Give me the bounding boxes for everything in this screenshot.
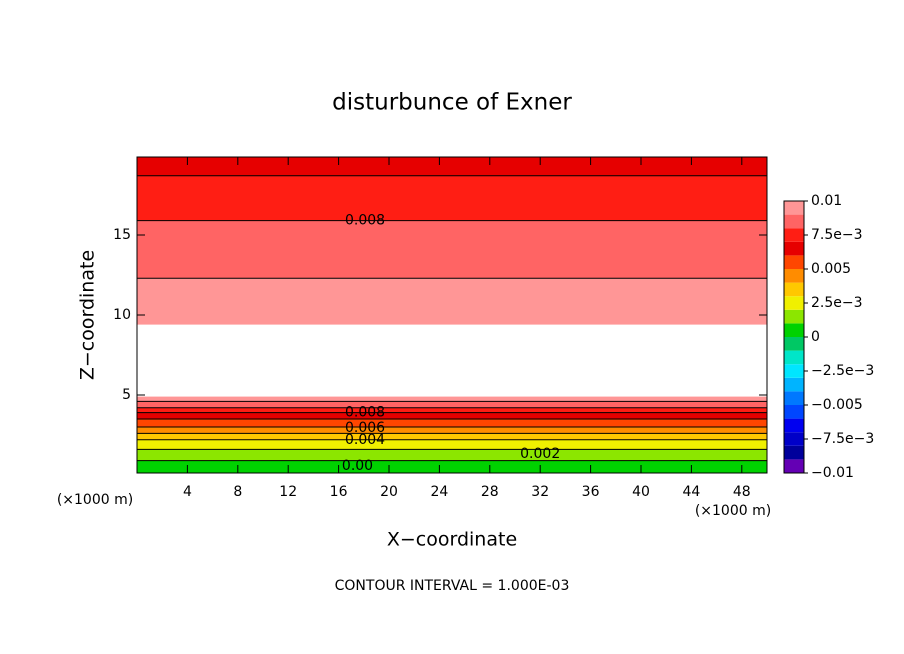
colorbar-tick-label: 2.5e−3 — [811, 295, 863, 311]
x-tick-label: 48 — [733, 484, 751, 500]
colorbar-band — [784, 337, 804, 351]
x-tick-label: 24 — [430, 484, 448, 500]
colorbar-tick-label: −2.5e−3 — [811, 363, 874, 379]
x-tick-label: 44 — [682, 484, 700, 500]
colorbar-band — [784, 459, 804, 473]
y-tick-label: 15 — [113, 227, 131, 243]
contour-region — [137, 396, 767, 402]
colorbar-band — [784, 269, 804, 283]
colorbar-band — [784, 282, 804, 297]
colorbar-band — [784, 377, 804, 392]
contour-label: 0.002 — [520, 446, 560, 462]
colorbar-band — [784, 241, 804, 256]
colorbar-band — [784, 432, 804, 446]
contour-label: 0.006 — [345, 420, 385, 436]
y-tick-label: 10 — [113, 307, 131, 323]
contour-region — [137, 278, 767, 325]
y-unit: (×1000 m) — [57, 492, 133, 508]
y-axis-label: Z−coordinate — [77, 250, 99, 380]
colorbar-tick-label: 0.01 — [811, 193, 842, 209]
colorbar-band — [784, 255, 804, 269]
contour-region — [137, 175, 767, 221]
contour-region — [137, 407, 767, 413]
colorbar-band — [784, 350, 804, 365]
colorbar-tick-label: 0.005 — [811, 261, 851, 277]
contour-region — [137, 419, 767, 427]
contour-region — [137, 412, 767, 419]
contour-region — [137, 157, 767, 176]
contour-region — [137, 449, 767, 461]
x-axis-label: X−coordinate — [387, 529, 517, 551]
colorbar-tick-label: −0.005 — [811, 397, 863, 413]
colorbar-band — [784, 418, 804, 433]
contour-region — [137, 427, 767, 434]
x-tick-label: 20 — [380, 484, 398, 500]
contour-label: 0.00 — [342, 458, 373, 474]
colorbar-band — [784, 228, 804, 242]
contour-region — [137, 460, 767, 473]
colorbar-band — [784, 364, 804, 378]
contour-label: 0.008 — [345, 213, 385, 229]
contour-region — [137, 433, 767, 440]
footer: CONTOUR INTERVAL = 1.000E-03 — [335, 578, 570, 594]
colorbar-tick-label: 7.5e−3 — [811, 227, 863, 243]
x-tick-label: 4 — [183, 484, 192, 500]
colorbar-band — [784, 323, 804, 337]
x-tick-label: 40 — [632, 484, 650, 500]
colorbar-tick-label: 0 — [811, 329, 820, 345]
colorbar-band — [784, 391, 804, 405]
x-tick-label: 12 — [279, 484, 297, 500]
contour-region — [137, 401, 767, 408]
contour-region — [137, 220, 767, 279]
colorbar-tick-label: −7.5e−3 — [811, 431, 874, 447]
colorbar-band — [784, 296, 804, 310]
contour-label: 0.008 — [345, 405, 385, 421]
colorbar-tick-label: −0.01 — [811, 465, 854, 481]
x-tick-label: 36 — [582, 484, 600, 500]
colorbar-band — [784, 309, 804, 324]
colorbar-band — [784, 214, 804, 229]
colorbar-band — [784, 445, 804, 460]
x-tick-label: 32 — [531, 484, 549, 500]
x-tick-label: 8 — [233, 484, 242, 500]
chart-title: disturbunce of Exner — [332, 90, 572, 116]
y-tick-label: 5 — [122, 387, 131, 403]
x-tick-label: 16 — [330, 484, 348, 500]
contour-region — [137, 439, 767, 450]
x-tick-label: 28 — [481, 484, 499, 500]
contour-label: 0.004 — [345, 432, 385, 448]
x-unit: (×1000 m) — [695, 503, 771, 519]
colorbar-band — [784, 201, 804, 215]
colorbar-band — [784, 405, 804, 419]
